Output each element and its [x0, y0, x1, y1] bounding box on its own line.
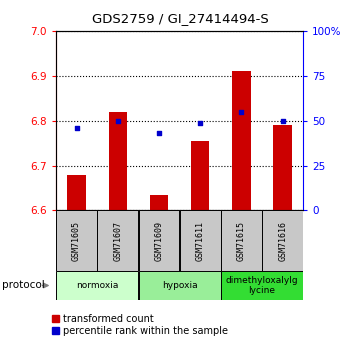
- Bar: [97, 210, 138, 271]
- Bar: [232, 71, 251, 210]
- Point: [156, 130, 162, 136]
- Bar: [56, 271, 138, 300]
- Bar: [56, 210, 97, 271]
- Bar: [109, 112, 127, 210]
- Bar: [150, 195, 168, 210]
- Point: [280, 118, 286, 124]
- Bar: [221, 210, 262, 271]
- Legend: transformed count, percentile rank within the sample: transformed count, percentile rank withi…: [48, 310, 232, 340]
- Bar: [139, 210, 179, 271]
- Text: GSM71609: GSM71609: [155, 221, 164, 260]
- Text: dimethyloxalylg
lycine: dimethyloxalylg lycine: [226, 276, 298, 295]
- Point: [74, 125, 79, 131]
- Bar: [180, 210, 221, 271]
- Point: [197, 120, 203, 125]
- Bar: [139, 271, 221, 300]
- Text: GSM71616: GSM71616: [278, 221, 287, 260]
- Bar: [273, 125, 292, 210]
- Bar: [67, 175, 86, 210]
- Bar: [262, 210, 303, 271]
- Text: GSM71607: GSM71607: [113, 221, 122, 260]
- Text: GSM71605: GSM71605: [72, 221, 81, 260]
- Text: protocol: protocol: [2, 280, 44, 290]
- Text: hypoxia: hypoxia: [162, 281, 197, 290]
- Point: [115, 118, 121, 124]
- Text: GSM71615: GSM71615: [237, 221, 246, 260]
- Bar: [221, 271, 303, 300]
- Text: GSM71611: GSM71611: [196, 221, 205, 260]
- Text: normoxia: normoxia: [76, 281, 118, 290]
- Bar: [191, 141, 209, 210]
- Point: [239, 109, 244, 115]
- Text: GDS2759 / GI_27414494-S: GDS2759 / GI_27414494-S: [92, 12, 269, 25]
